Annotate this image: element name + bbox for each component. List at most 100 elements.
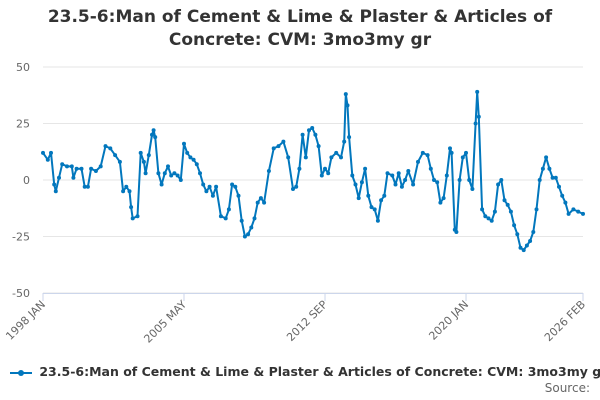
data-point[interactable]: [347, 135, 352, 140]
data-point[interactable]: [550, 175, 555, 180]
data-point[interactable]: [537, 178, 542, 182]
data-point[interactable]: [307, 128, 311, 133]
data-point[interactable]: [74, 166, 79, 171]
data-point[interactable]: [156, 171, 161, 176]
data-point[interactable]: [207, 184, 212, 189]
data-point[interactable]: [350, 173, 355, 178]
data-point[interactable]: [135, 214, 140, 219]
data-point[interactable]: [557, 184, 561, 189]
data-point[interactable]: [515, 232, 520, 237]
data-point[interactable]: [508, 209, 513, 214]
data-point[interactable]: [406, 169, 411, 173]
data-point[interactable]: [79, 166, 84, 171]
data-point[interactable]: [236, 193, 241, 198]
data-point[interactable]: [69, 164, 74, 169]
data-point[interactable]: [103, 144, 108, 149]
data-point[interactable]: [319, 173, 324, 178]
data-point[interactable]: [166, 164, 170, 169]
data-point[interactable]: [226, 207, 231, 212]
data-point[interactable]: [553, 175, 558, 180]
data-point[interactable]: [416, 159, 420, 164]
data-point[interactable]: [566, 211, 571, 216]
series-line[interactable]: [42, 90, 584, 252]
data-point[interactable]: [449, 150, 454, 155]
data-point[interactable]: [326, 171, 331, 176]
data-point[interactable]: [60, 162, 65, 167]
data-point[interactable]: [162, 171, 167, 176]
data-point[interactable]: [518, 245, 523, 250]
data-point[interactable]: [476, 114, 481, 119]
data-point[interactable]: [188, 155, 193, 160]
data-point[interactable]: [71, 175, 76, 180]
data-point[interactable]: [185, 150, 190, 155]
data-point[interactable]: [249, 225, 254, 230]
data-point[interactable]: [45, 157, 50, 162]
data-point[interactable]: [218, 214, 223, 219]
data-point[interactable]: [266, 169, 271, 173]
data-point[interactable]: [372, 207, 377, 212]
data-point[interactable]: [242, 234, 247, 239]
data-point[interactable]: [480, 207, 485, 212]
data-point[interactable]: [93, 169, 98, 173]
data-point[interactable]: [98, 164, 103, 169]
data-point[interactable]: [411, 182, 416, 187]
data-point[interactable]: [129, 205, 134, 210]
data-point[interactable]: [323, 166, 327, 171]
data-point[interactable]: [41, 150, 45, 155]
data-point[interactable]: [85, 184, 90, 189]
data-point[interactable]: [49, 150, 53, 155]
data-point[interactable]: [432, 178, 436, 182]
data-point[interactable]: [359, 180, 364, 185]
data-point[interactable]: [399, 184, 404, 189]
data-point[interactable]: [425, 153, 430, 158]
data-point[interactable]: [547, 166, 552, 171]
data-point[interactable]: [230, 182, 235, 187]
data-point[interactable]: [210, 193, 215, 198]
data-point[interactable]: [303, 155, 308, 160]
data-point[interactable]: [428, 166, 433, 171]
data-point[interactable]: [396, 171, 401, 176]
legend[interactable]: 23.5-6:Man of Cement & Lime & Plaster & …: [10, 364, 600, 379]
data-point[interactable]: [191, 157, 196, 162]
data-point[interactable]: [198, 171, 202, 176]
data-point[interactable]: [492, 209, 497, 214]
data-point[interactable]: [464, 150, 468, 155]
data-point[interactable]: [435, 180, 440, 185]
data-point[interactable]: [150, 132, 154, 137]
data-point[interactable]: [117, 159, 122, 164]
data-point[interactable]: [345, 103, 350, 108]
data-point[interactable]: [127, 189, 132, 194]
data-point[interactable]: [505, 202, 510, 207]
data-point[interactable]: [403, 178, 408, 182]
data-point[interactable]: [316, 144, 321, 149]
data-point[interactable]: [130, 216, 135, 221]
data-point[interactable]: [271, 146, 276, 151]
data-point[interactable]: [313, 132, 318, 137]
data-point[interactable]: [502, 198, 507, 203]
data-point[interactable]: [390, 173, 395, 178]
data-point[interactable]: [454, 230, 459, 234]
data-point[interactable]: [286, 155, 291, 160]
data-point[interactable]: [239, 218, 244, 223]
data-point[interactable]: [143, 171, 148, 176]
data-point[interactable]: [223, 216, 228, 221]
data-point[interactable]: [329, 155, 334, 160]
data-point[interactable]: [560, 193, 565, 198]
data-point[interactable]: [379, 198, 384, 203]
series-points[interactable]: [41, 89, 585, 253]
data-point[interactable]: [499, 178, 504, 182]
data-point[interactable]: [233, 184, 238, 189]
data-point[interactable]: [563, 200, 568, 205]
data-point[interactable]: [444, 173, 449, 178]
data-point[interactable]: [159, 182, 164, 187]
data-point[interactable]: [124, 184, 129, 189]
data-point[interactable]: [571, 207, 576, 212]
data-point[interactable]: [175, 173, 180, 178]
data-point[interactable]: [441, 196, 446, 201]
data-point[interactable]: [169, 173, 174, 178]
data-point[interactable]: [214, 184, 219, 189]
data-point[interactable]: [343, 92, 348, 97]
data-point[interactable]: [489, 218, 494, 223]
data-point[interactable]: [194, 162, 199, 167]
data-point[interactable]: [82, 184, 87, 189]
